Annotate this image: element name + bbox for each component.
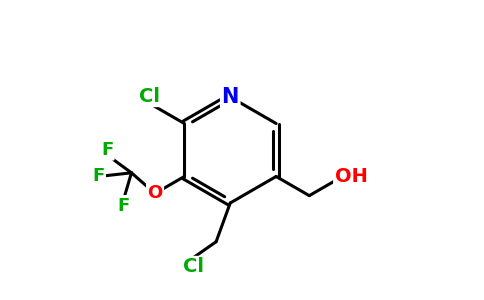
Text: F: F <box>101 141 113 159</box>
Text: F: F <box>92 167 105 185</box>
Text: Cl: Cl <box>183 257 204 276</box>
Text: Cl: Cl <box>139 87 160 106</box>
Text: N: N <box>222 87 239 107</box>
Text: OH: OH <box>334 167 367 186</box>
Text: O: O <box>147 184 163 202</box>
Text: F: F <box>117 196 130 214</box>
